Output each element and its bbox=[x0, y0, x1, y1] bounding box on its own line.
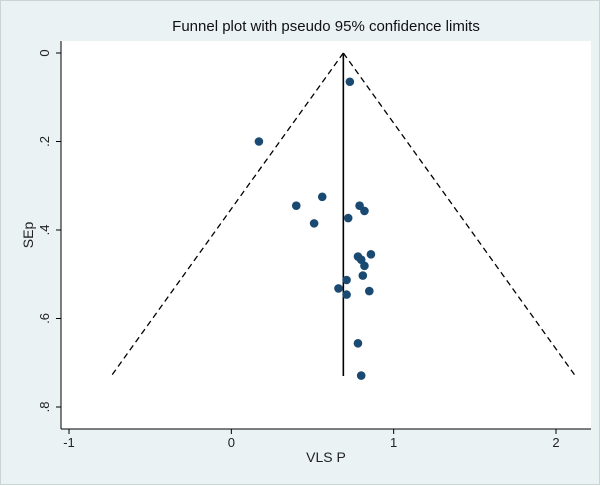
study-point bbox=[343, 213, 353, 223]
plot-area bbox=[61, 41, 591, 429]
x-axis: -1 0 1 2 bbox=[61, 428, 591, 450]
x-tick-label: -1 bbox=[63, 435, 75, 450]
y-tick-label: 0 bbox=[37, 49, 52, 56]
x-tick-label: 1 bbox=[390, 435, 397, 450]
study-point bbox=[366, 250, 376, 259]
y-tick-label: .8 bbox=[37, 402, 52, 413]
study-point bbox=[360, 206, 369, 216]
x-tick-label: 0 bbox=[228, 435, 235, 450]
x-tick-label: 2 bbox=[552, 435, 559, 450]
study-points bbox=[254, 77, 376, 380]
study-point bbox=[365, 286, 374, 296]
y-tick-label: .2 bbox=[37, 136, 52, 147]
funnel-right-limit bbox=[342, 52, 577, 377]
study-point bbox=[291, 201, 301, 210]
study-point bbox=[334, 284, 343, 293]
y-tick-label: .4 bbox=[37, 225, 52, 236]
study-point bbox=[358, 271, 368, 280]
study-point bbox=[360, 261, 369, 271]
x-axis-title: VLS P bbox=[306, 449, 346, 465]
study-point bbox=[254, 137, 264, 146]
y-axis: 0 .2 .4 .6 .8 bbox=[37, 41, 62, 429]
chart-title: Funnel plot with pseudo 95% confidence l… bbox=[172, 18, 480, 35]
study-point bbox=[309, 219, 319, 228]
study-point bbox=[353, 338, 363, 348]
study-point bbox=[342, 275, 351, 285]
y-tick-label: .6 bbox=[37, 313, 52, 324]
y-axis-title: SEp bbox=[20, 222, 36, 249]
funnel-limits bbox=[110, 52, 577, 377]
study-point bbox=[317, 192, 327, 202]
study-point bbox=[356, 371, 366, 380]
study-point bbox=[342, 290, 351, 299]
funnel-left-limit bbox=[110, 52, 344, 377]
study-point bbox=[345, 77, 355, 87]
